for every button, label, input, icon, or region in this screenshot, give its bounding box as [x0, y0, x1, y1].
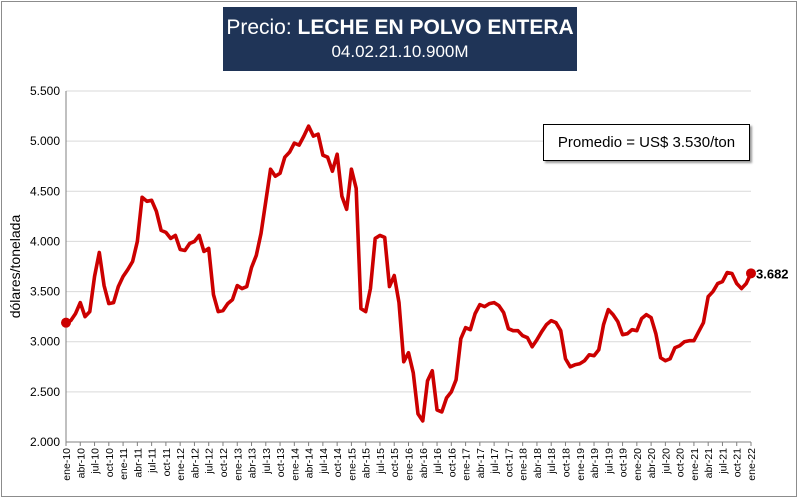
x-tick-label: abr-21 — [703, 448, 715, 479]
x-tick-label: oct-18 — [560, 448, 572, 477]
y-tick-label: 2.500 — [30, 385, 60, 399]
x-tick-label: abr-13 — [247, 448, 259, 479]
x-tick-label: jul-10 — [90, 448, 102, 475]
chart-title-box: Precio: LECHE EN POLVO ENTERA 04.02.21.1… — [223, 7, 577, 71]
chart-title: Precio: LECHE EN POLVO ENTERA — [223, 15, 577, 41]
x-tick-label: jul-17 — [489, 448, 501, 475]
x-tick-label: jul-21 — [717, 448, 729, 475]
x-tick-label: jul-13 — [261, 448, 273, 475]
x-tick-label: ene-15 — [346, 448, 358, 481]
x-tick-label: oct-13 — [275, 448, 287, 477]
x-tick-label: oct-21 — [732, 448, 744, 477]
x-tick-label: ene-19 — [575, 448, 587, 481]
x-tick-label: ene-22 — [746, 448, 758, 481]
x-tick-label: abr-14 — [304, 448, 316, 479]
y-tick-label: 4.000 — [30, 234, 60, 248]
x-tick-label: ene-16 — [404, 448, 416, 481]
y-tick-label: 4.500 — [30, 184, 60, 198]
x-tick-label: abr-12 — [189, 448, 201, 479]
x-tick-label: abr-11 — [132, 448, 144, 478]
x-tick-label: abr-20 — [646, 448, 658, 479]
title-product: LECHE EN POLVO ENTERA — [297, 16, 574, 39]
x-tick-label: oct-11 — [161, 448, 173, 477]
x-tick-label: oct-12 — [218, 448, 230, 477]
x-tick-label: jul-11 — [147, 448, 159, 474]
x-tick-label: jul-18 — [546, 448, 558, 475]
last-value-label: 3.682 — [756, 266, 789, 281]
x-tick-label: ene-13 — [232, 448, 244, 481]
y-tick-label: 3.500 — [30, 285, 60, 299]
title-prefix: Precio: — [226, 16, 298, 39]
average-annotation: Promedio = US$ 3.530/ton — [543, 124, 750, 161]
x-tick-label: oct-14 — [332, 448, 344, 477]
first-point-marker — [61, 317, 71, 328]
x-tick-label: abr-19 — [589, 448, 601, 479]
y-tick-label: 2.000 — [30, 435, 60, 449]
last-point-marker — [746, 268, 756, 279]
x-tick-label: oct-16 — [446, 448, 458, 477]
x-tick-label: ene-21 — [689, 448, 701, 481]
x-tick-label: ene-17 — [461, 448, 473, 481]
x-tick-label: ene-20 — [632, 448, 644, 481]
x-tick-label: ene-18 — [518, 448, 530, 481]
chart-subtitle: 04.02.21.10.900M — [331, 42, 469, 61]
y-tick-label: 5.000 — [30, 134, 60, 148]
x-tick-label: jul-12 — [204, 448, 216, 475]
x-tick-label: abr-16 — [418, 448, 430, 479]
x-tick-label: jul-19 — [603, 448, 615, 475]
x-tick-label: ene-10 — [61, 448, 73, 481]
x-tick-label: jul-16 — [432, 448, 444, 475]
price-series-line — [64, 124, 753, 423]
y-axis-label: dólares/tonelada — [7, 215, 23, 319]
x-tick-label: abr-18 — [532, 448, 544, 479]
x-tick-label: oct-17 — [503, 448, 515, 477]
x-tick-label: oct-15 — [389, 448, 401, 477]
x-tick-label: jul-14 — [318, 448, 330, 475]
x-tick-label: ene-12 — [175, 448, 187, 481]
x-tick-label: jul-20 — [660, 448, 672, 475]
x-tick-label: abr-15 — [361, 448, 373, 479]
x-tick-label: abr-10 — [75, 448, 87, 479]
x-tick-label: ene-14 — [289, 448, 301, 481]
y-tick-label: 5.500 — [30, 84, 60, 98]
x-tick-label: oct-19 — [618, 448, 630, 477]
x-tick-label: jul-15 — [375, 448, 387, 475]
y-tick-label: 3.000 — [30, 335, 60, 349]
x-tick-label: abr-17 — [475, 448, 487, 479]
x-tick-label: oct-10 — [104, 448, 116, 477]
x-tick-label: oct-20 — [675, 448, 687, 477]
x-tick-label: ene-11 — [118, 448, 130, 480]
